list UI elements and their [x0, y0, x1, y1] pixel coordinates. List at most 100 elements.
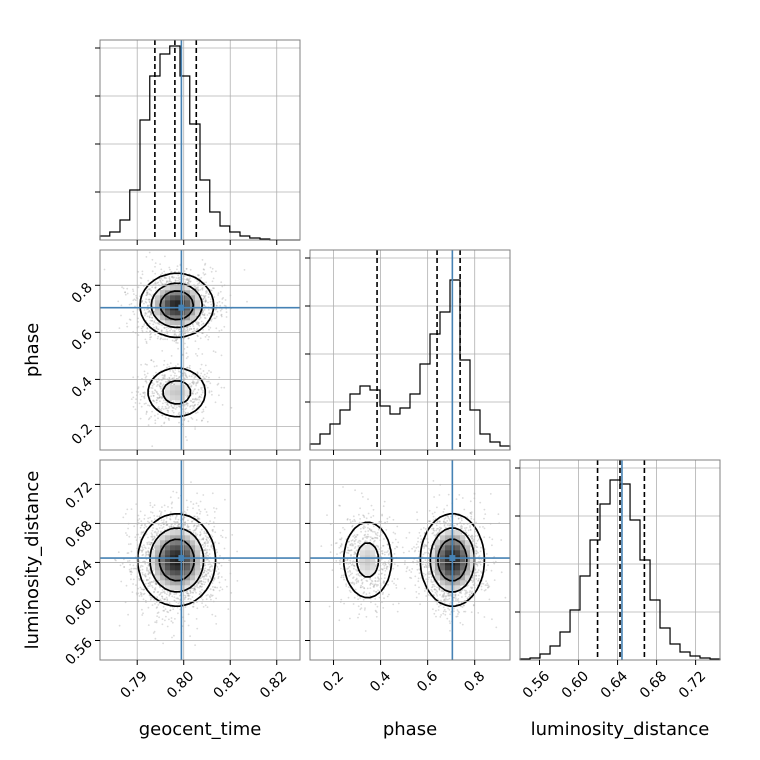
panel-geocent_time-vs-phase-point	[204, 300, 207, 303]
panel-geocent_time-vs-phase-point	[163, 364, 165, 366]
panel-geocent_time-vs-phase-point	[173, 377, 176, 379]
panel-geocent_time-vs-luminosity_distance-point	[198, 586, 201, 589]
panel-geocent_time-vs-phase-point	[217, 382, 220, 385]
panel-geocent_time-vs-phase-point	[178, 278, 181, 281]
panel-geocent_time-vs-phase-point	[132, 376, 135, 379]
panel-geocent_time-vs-luminosity_distance-point	[131, 591, 134, 593]
panel-geocent_time-vs-phase-point	[154, 389, 156, 391]
panel-geocent_time-vs-phase-point	[197, 324, 200, 326]
panel-geocent_time-vs-phase-point	[139, 393, 142, 396]
panel-geocent_time-vs-luminosity_distance-point	[204, 535, 207, 537]
panel-geocent_time-vs-phase-point	[201, 259, 204, 261]
panel-geocent_time-vs-luminosity_distance-point	[139, 566, 142, 568]
panel-geocent_time-vs-phase-point	[175, 279, 177, 282]
panel-geocent_time-vs-phase-point	[160, 281, 163, 284]
panel-geocent_time-vs-phase-point	[189, 325, 192, 328]
panel-geocent_time-vs-luminosity_distance-point	[165, 517, 168, 519]
panel-geocent_time-vs-phase-point	[163, 359, 166, 362]
panel-geocent_time-vs-phase-point	[215, 327, 218, 330]
panel-geocent_time-vs-phase-point	[172, 371, 175, 374]
panel-geocent_time-vs-phase-point	[181, 403, 184, 406]
panel-geocent_time-vs-phase-point	[148, 316, 151, 319]
panel-geocent_time-vs-phase-point	[191, 323, 194, 326]
panel-geocent_time-vs-phase-point	[193, 381, 195, 383]
panel-geocent_time-vs-luminosity_distance-point	[211, 529, 214, 531]
panel-geocent_time-vs-luminosity_distance-point	[170, 617, 173, 619]
panel-geocent_time-vs-luminosity_distance-point	[224, 498, 226, 501]
panel-geocent_time-vs-luminosity_distance-point	[154, 587, 157, 589]
panel-geocent_time-vs-luminosity_distance-point	[207, 572, 209, 575]
panel-geocent_time-vs-luminosity_distance-point	[140, 595, 143, 597]
panel-geocent_time-vs-phase-point	[162, 402, 164, 405]
panel-geocent_time-vs-phase-point	[177, 328, 180, 331]
panel-geocent_time-vs-luminosity_distance-point	[146, 543, 149, 546]
panel-geocent_time-vs-phase-point	[153, 310, 156, 313]
panel-geocent_time-vs-phase-point	[201, 411, 204, 414]
panel-geocent_time-vs-phase-point	[210, 298, 212, 301]
panel-geocent_time-vs-luminosity_distance-point	[124, 513, 127, 515]
panel-geocent_time-vs-phase-point	[132, 310, 135, 313]
panel-geocent_time-vs-luminosity_distance-point	[145, 551, 148, 553]
panel-geocent_time-vs-phase-truth-marker	[178, 304, 185, 311]
panel-geocent_time-vs-phase-point	[202, 297, 205, 300]
panel-geocent_time-vs-phase-point	[172, 370, 174, 372]
panel-geocent_time-vs-phase-point	[158, 394, 161, 397]
panel-geocent_time-vs-phase-point	[192, 325, 195, 327]
panel-geocent_time-vs-phase-point	[187, 282, 189, 284]
panel-geocent_time-vs-phase-point	[170, 328, 173, 330]
panel-geocent_time-vs-phase-point	[163, 421, 166, 424]
panel-geocent_time-vs-phase-point	[139, 417, 142, 420]
panel-geocent_time-vs-phase-point	[159, 338, 162, 341]
panel-geocent_time-vs-phase-point	[207, 301, 209, 304]
panel-geocent_time-vs-phase-point	[164, 407, 167, 410]
panel-geocent_time-vs-luminosity_distance-point	[141, 571, 144, 574]
panel-geocent_time-vs-luminosity_distance-point	[142, 612, 144, 615]
panel-phase-vs-luminosity_distance-point	[443, 592, 446, 594]
panel-geocent_time-vs-luminosity_distance-point	[130, 578, 132, 581]
panel-phase-vs-luminosity_distance-point	[447, 607, 449, 610]
hist-luminosity_distance-steps	[519, 479, 721, 660]
panel-geocent_time-vs-luminosity_distance-point	[146, 567, 149, 570]
panel-geocent_time-vs-phase-point	[196, 283, 199, 285]
panel-geocent_time-vs-phase-point	[170, 374, 172, 377]
panel-geocent_time-vs-phase-point	[168, 406, 171, 408]
panel-geocent_time-vs-luminosity_distance-point	[197, 505, 200, 507]
panel-geocent_time-vs-luminosity_distance-point	[195, 502, 198, 505]
panel-geocent_time-vs-phase-point	[230, 406, 233, 409]
panel-geocent_time-vs-phase-point	[161, 374, 164, 376]
panel-geocent_time-vs-luminosity_distance-point	[203, 542, 206, 545]
panel-geocent_time-vs-phase-point	[124, 293, 127, 296]
panel-geocent_time-vs-phase-point	[145, 294, 148, 296]
panel-geocent_time-vs-phase-point	[188, 283, 191, 285]
panel-geocent_time-vs-luminosity_distance-point	[147, 550, 150, 552]
panel-geocent_time-vs-phase-point	[208, 312, 211, 315]
panel-geocent_time-vs-phase-point	[211, 267, 214, 270]
panel-geocent_time-vs-phase-point	[178, 421, 180, 424]
panel-geocent_time-vs-phase-point	[218, 376, 221, 379]
panel-geocent_time-vs-phase-point	[158, 396, 161, 399]
panel-geocent_time-vs-luminosity_distance-point	[228, 559, 231, 562]
panel-geocent_time-vs-phase-point	[192, 401, 195, 404]
panel-geocent_time-vs-phase-point	[205, 281, 208, 284]
panel-geocent_time-vs-phase-heat-cell	[165, 295, 171, 301]
panel-geocent_time-vs-phase-point	[126, 287, 129, 290]
panel-geocent_time-vs-phase-point	[199, 400, 202, 403]
panel-geocent_time-vs-luminosity_distance-point	[205, 552, 208, 555]
panel-geocent_time-vs-phase-point	[220, 329, 223, 331]
panel-geocent_time-vs-luminosity_distance-point	[161, 618, 164, 620]
panel-geocent_time-vs-phase-point	[146, 291, 148, 294]
panel-geocent_time-vs-phase-point	[195, 353, 197, 355]
panel-geocent_time-vs-phase-point	[206, 386, 209, 389]
panel-geocent_time-vs-phase-point	[157, 328, 160, 331]
panel-geocent_time-vs-phase-point	[153, 321, 156, 324]
panel-geocent_time-vs-phase-point	[178, 411, 181, 414]
panel-geocent_time-vs-phase-point	[158, 385, 161, 388]
panel-geocent_time-vs-luminosity_distance-point	[192, 503, 195, 505]
hist-luminosity_distance-x-tick-label: 0.68	[637, 668, 670, 701]
panel-phase-vs-luminosity_distance-point	[445, 598, 447, 601]
panel-geocent_time-vs-phase-heat-cell	[170, 385, 176, 391]
panel-geocent_time-vs-luminosity_distance-point	[183, 524, 186, 526]
panel-geocent_time-vs-phase-point	[212, 287, 214, 290]
panel-geocent_time-vs-luminosity_distance-heat-cell	[170, 530, 176, 536]
panel-geocent_time-vs-luminosity_distance-point	[227, 608, 230, 610]
